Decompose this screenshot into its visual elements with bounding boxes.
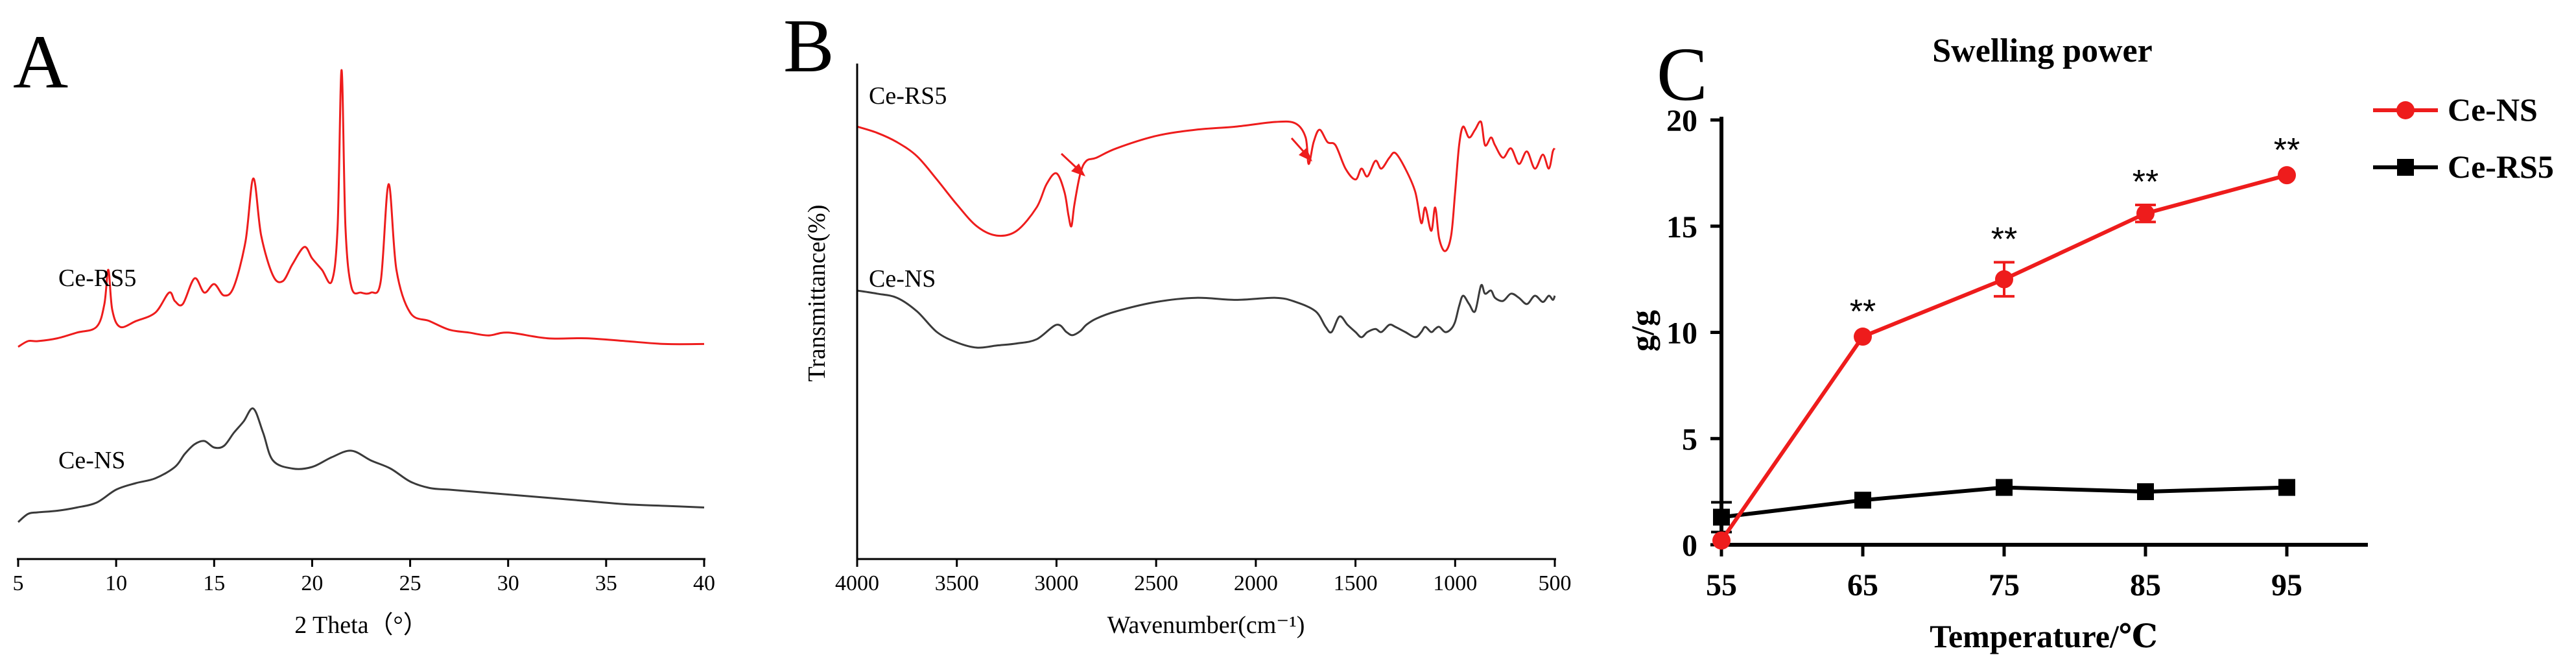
panel-a-xrd: A 5 10 15 20 25 30 35 40 Ce-RS5 Ce-NS 2 Theta（°… [13, 19, 716, 639]
panel-c-point-ce-rs5 [1854, 492, 1871, 509]
panel-a-tick-label: 5 [13, 571, 24, 595]
panel-b-letter: B [783, 3, 834, 88]
panel-c-significance-label: ** [1991, 221, 2017, 258]
panel-c-series-group: ** ** ** ** [1711, 132, 2300, 550]
panel-b-series-ce-ns [857, 283, 1556, 349]
panel-c-xtick-label: 85 [2130, 568, 2161, 602]
panel-a-label-ce-rs5: Ce-RS5 [58, 265, 136, 292]
panel-a-label-ce-ns: Ce-NS [58, 447, 125, 474]
panel-c-ytick-label: 5 [1682, 422, 1697, 457]
panel-c-point-ce-rs5 [2137, 483, 2154, 501]
panel-b-label-ce-ns: Ce-NS [869, 265, 936, 292]
panel-b-tick-label: 500 [1539, 571, 1572, 595]
panel-b-tick-label: 3500 [935, 571, 979, 595]
panel-a-tick-label: 25 [399, 571, 421, 595]
legend-marker-ce-rs5 [2397, 159, 2414, 176]
panel-b-tick-label: 1500 [1334, 571, 1378, 595]
panel-b-arrow-1735 [1290, 137, 1312, 161]
panel-b-tick-label: 1000 [1433, 571, 1477, 595]
panel-a-tick-label: 10 [105, 571, 127, 595]
panel-a-tick-label: 20 [301, 571, 323, 595]
panel-c-xtick-label: 75 [1989, 568, 2020, 602]
panel-b-y-label: Transmittance(%) [803, 205, 831, 382]
panel-c-xtick-label: 55 [1706, 568, 1737, 602]
panel-b-ftir: B 4000 3500 3000 2500 2000 1500 1000 500 Ce-RS5… [783, 3, 1572, 639]
panel-b-x-ticks: 4000 3500 3000 2500 2000 1500 1000 500 [835, 559, 1572, 595]
panel-a-tick-label: 35 [595, 571, 617, 595]
panel-b-label-ce-rs5: Ce-RS5 [869, 82, 947, 110]
panel-c-x-label: Temperature/℃ [1930, 618, 2158, 654]
panel-c-point-ce-rs5 [1996, 479, 2013, 496]
panel-b-tick-label: 2500 [1134, 571, 1178, 595]
panel-c-significance-label: ** [2274, 132, 2300, 169]
panel-a-x-label: 2 Theta（°） [294, 612, 428, 639]
panel-c-ytick-label: 20 [1666, 104, 1697, 138]
panel-c-point-ce-ns [1712, 531, 1731, 550]
panel-c-ytick-label: 15 [1666, 210, 1697, 245]
panel-a-series-ce-rs5 [18, 69, 705, 348]
panel-a-tick-label: 40 [693, 571, 715, 595]
panel-a-series-ce-ns [18, 407, 705, 523]
panel-c-ytick-label: 10 [1666, 316, 1697, 351]
panel-b-tick-label: 2000 [1234, 571, 1278, 595]
panel-c-xtick-label: 65 [1847, 568, 1878, 602]
panel-a-letter: A [13, 19, 68, 104]
panel-b-x-label: Wavenumber(cm⁻¹) [1107, 612, 1305, 639]
panel-c-y-ticks: 0 5 10 15 20 [1666, 104, 1721, 563]
panel-c-point-ce-ns [1995, 270, 2013, 289]
panel-c-xtick-label: 95 [2271, 568, 2302, 602]
panel-a-tick-label: 30 [497, 571, 519, 595]
panel-c-legend: Ce-NS Ce-RS5 [2373, 91, 2554, 185]
panel-b-series-group [857, 120, 1556, 349]
legend-item-ce-rs5: Ce-RS5 [2373, 149, 2554, 185]
legend-label-ce-rs5: Ce-RS5 [2448, 149, 2554, 185]
panel-b-arrow-2930 [1060, 152, 1085, 176]
panel-c-significance-label: ** [1850, 293, 1876, 331]
panel-b-tick-label: 4000 [835, 571, 879, 595]
panel-c-y-label: g/g [1624, 310, 1660, 352]
panel-a-series-group [18, 69, 705, 523]
panel-c-letter: C [1657, 32, 1708, 117]
panel-c-significance-label: ** [2133, 163, 2158, 201]
panel-c-title: Swelling power [1932, 32, 2152, 69]
panel-a-x-ticks: 5 10 15 20 25 30 35 40 [13, 559, 715, 595]
panel-b-tick-label: 3000 [1034, 571, 1078, 595]
panel-a-tick-label: 15 [203, 571, 225, 595]
panel-c-point-ce-ns [2278, 166, 2296, 185]
panel-c-ytick-label: 0 [1682, 529, 1697, 563]
panel-c-point-ce-rs5 [2278, 479, 2295, 496]
panel-c-point-ce-ns [2136, 204, 2155, 223]
panel-c-point-ce-ns [1854, 328, 1872, 346]
panel-c-point-ce-rs5 [1713, 508, 1730, 526]
legend-marker-ce-ns [2396, 101, 2415, 119]
panel-c-x-ticks: 55 65 75 85 95 [1706, 545, 2302, 602]
panel-b-series-ce-rs5 [857, 120, 1556, 252]
legend-item-ce-ns: Ce-NS [2373, 91, 2538, 128]
legend-label-ce-ns: Ce-NS [2448, 91, 2538, 128]
